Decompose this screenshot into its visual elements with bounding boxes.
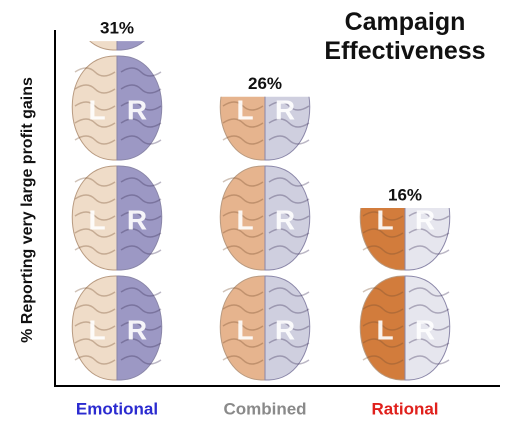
bar: LRLRLR bbox=[210, 56, 320, 386]
brain-icon: LR bbox=[72, 166, 162, 270]
brain-left-label: L bbox=[236, 204, 253, 235]
brain-right-label: R bbox=[127, 0, 147, 15]
brain-fold bbox=[121, 9, 161, 17]
brain-right-label: R bbox=[127, 204, 147, 235]
brain-icon: LR bbox=[220, 56, 310, 160]
brain-left-label: L bbox=[88, 204, 105, 235]
brain-icon: LR bbox=[220, 276, 310, 380]
brain-fold bbox=[75, 9, 115, 17]
bar: LRLRLRLR bbox=[62, 0, 172, 386]
brain-left-label: L bbox=[88, 94, 105, 125]
x-tick-label: Emotional bbox=[76, 399, 158, 418]
brain-left-label: L bbox=[236, 314, 253, 345]
brain-icon: LR bbox=[360, 166, 450, 270]
brain-icon: LR bbox=[72, 276, 162, 380]
value-label: 26% bbox=[248, 74, 282, 93]
brain-right-label: R bbox=[275, 94, 295, 125]
brain-right-label: R bbox=[275, 314, 295, 345]
value-label: 16% bbox=[388, 185, 422, 204]
brain-left-label: L bbox=[376, 314, 393, 345]
brain-icon: LR bbox=[360, 276, 450, 380]
brain-icon: LR bbox=[72, 56, 162, 160]
brain-right-label: R bbox=[415, 314, 435, 345]
brain-icon: LR bbox=[220, 166, 310, 270]
value-label: 31% bbox=[100, 19, 134, 38]
x-tick-label: Rational bbox=[371, 399, 438, 418]
brain-right-label: R bbox=[415, 204, 435, 235]
brain-left-label: L bbox=[376, 204, 393, 235]
brain-right-label: R bbox=[127, 314, 147, 345]
brain-left-label: L bbox=[88, 314, 105, 345]
chart: % Reporting very large profit gains LRLR… bbox=[0, 0, 513, 424]
brain-left-label: L bbox=[236, 94, 253, 125]
brain-right-label: R bbox=[275, 204, 295, 235]
chart-title: Campaign Effectiveness bbox=[310, 8, 500, 66]
y-axis-label: % Reporting very large profit gains bbox=[19, 77, 36, 343]
x-tick-label: Combined bbox=[223, 399, 306, 418]
brain-right-label: R bbox=[127, 94, 147, 125]
brain-left-label: L bbox=[88, 0, 105, 15]
